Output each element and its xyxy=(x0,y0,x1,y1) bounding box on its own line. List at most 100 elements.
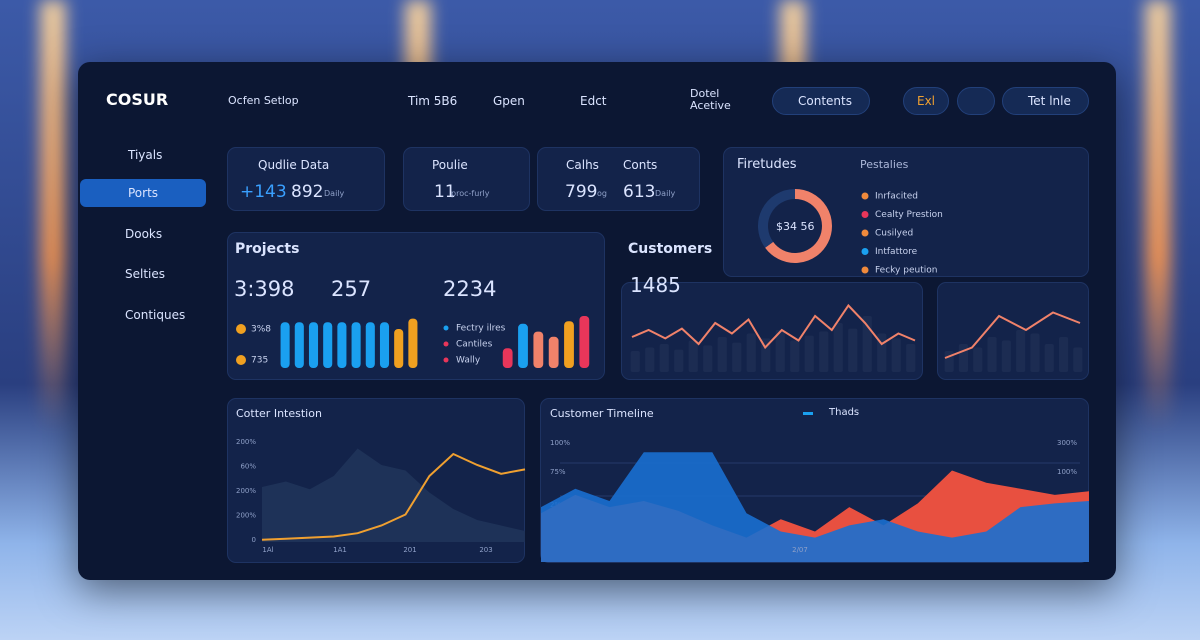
nav-item[interactable]: Dotel Acetive xyxy=(690,87,731,112)
stat: 3:398 xyxy=(234,277,295,301)
bar xyxy=(973,347,983,372)
bar xyxy=(848,328,858,372)
label: 2/07 xyxy=(792,546,808,554)
label: 1A1 xyxy=(333,546,347,554)
nav-item[interactable]: Contents xyxy=(798,94,852,108)
bar xyxy=(294,322,304,368)
label: 100% xyxy=(1057,468,1077,476)
nav-item[interactable]: Edct xyxy=(580,94,607,108)
label: 200% xyxy=(236,512,256,520)
label: 75% xyxy=(550,468,566,476)
label: 200% xyxy=(236,487,256,495)
area xyxy=(262,448,525,542)
nav-item[interactable]: Ocfen Setlop xyxy=(228,94,299,107)
card-subtitle: Pestalies xyxy=(860,158,909,171)
label: 1Al xyxy=(262,546,273,554)
sidebar-item[interactable]: Dooks xyxy=(125,227,163,241)
label: Inrfacited xyxy=(875,192,918,202)
stat: 257 xyxy=(331,277,372,301)
legend-dot xyxy=(861,248,869,255)
legend-dot xyxy=(861,266,869,274)
sidebar-item[interactable]: Ports xyxy=(128,186,159,200)
card-title: Projects xyxy=(235,241,300,257)
bar xyxy=(1044,344,1054,372)
label: Fectry ilres xyxy=(456,324,506,334)
card-title: Firetudes xyxy=(737,157,797,172)
bar xyxy=(804,335,814,372)
card-note: proc-furly xyxy=(451,189,490,198)
card-title: Calhs xyxy=(566,158,599,172)
bar xyxy=(659,344,669,372)
button[interactable] xyxy=(1002,87,1089,115)
legend-dot xyxy=(443,357,449,363)
bar xyxy=(958,344,969,372)
stat: 2234 xyxy=(443,277,497,301)
label: 100% xyxy=(550,439,570,447)
nav-item[interactable]: Tim 5B6 xyxy=(408,94,458,108)
card xyxy=(403,147,530,211)
card-title: Customer Timeline xyxy=(550,407,654,420)
sidebar-item[interactable]: Selties xyxy=(125,267,166,281)
card-title: Cotter Intestion xyxy=(236,407,322,420)
brand: COSUR xyxy=(106,90,169,109)
card-value: 799 xyxy=(565,182,598,202)
bar xyxy=(775,330,785,372)
bar xyxy=(645,347,655,372)
button[interactable] xyxy=(957,87,995,115)
card-note: Daily xyxy=(655,189,676,198)
sidebar-item[interactable]: Contiques xyxy=(125,308,186,322)
bar xyxy=(746,333,756,372)
card-note: Daily xyxy=(324,189,345,198)
search-pill[interactable] xyxy=(772,87,870,115)
donut-slice xyxy=(765,189,832,263)
bar xyxy=(323,322,333,368)
card-title: Qudlie Data xyxy=(258,158,330,172)
bar xyxy=(308,322,319,368)
bar xyxy=(819,331,829,372)
bar xyxy=(1073,347,1083,372)
bar xyxy=(761,338,771,372)
legend-dot xyxy=(236,355,246,365)
bar xyxy=(703,345,713,372)
nav-item[interactable]: Tet lnle xyxy=(1028,94,1071,108)
bar xyxy=(280,322,290,368)
sidebar-item[interactable]: Tiyals xyxy=(128,148,163,162)
card xyxy=(227,147,385,211)
label: Wally xyxy=(456,356,481,366)
legend-swatch xyxy=(803,412,813,415)
bar xyxy=(518,323,528,368)
bar xyxy=(1016,330,1026,372)
label: 0 xyxy=(252,536,256,544)
stat: 1485 xyxy=(630,273,681,297)
nav-item[interactable]: Exl xyxy=(917,94,936,108)
bar xyxy=(394,329,404,368)
bar xyxy=(365,322,375,368)
legend-dot xyxy=(861,229,869,237)
bar xyxy=(502,348,513,368)
bar xyxy=(833,323,843,372)
label: Cusilyed xyxy=(875,229,913,239)
bar xyxy=(1001,340,1011,372)
label: 60% xyxy=(240,463,256,471)
bar xyxy=(717,337,727,372)
card xyxy=(537,147,700,211)
sidebar-active[interactable] xyxy=(80,179,206,207)
label: 735 xyxy=(251,356,268,366)
area xyxy=(541,452,1089,562)
legend-dot xyxy=(443,341,449,347)
card-title: Conts xyxy=(623,158,658,172)
bar xyxy=(906,344,916,372)
nav-item[interactable]: Gpen xyxy=(493,94,525,108)
legend-dot xyxy=(861,211,869,218)
button[interactable] xyxy=(903,87,949,115)
bar xyxy=(732,342,742,372)
donut-slice xyxy=(758,189,796,248)
legend-dot xyxy=(236,324,246,334)
card-value: 613 xyxy=(623,182,656,202)
label: Intfattore xyxy=(875,247,918,257)
label: Cantiles xyxy=(456,340,493,350)
bar xyxy=(1030,333,1040,372)
glow xyxy=(40,0,66,430)
card-value: 11 xyxy=(434,182,456,202)
